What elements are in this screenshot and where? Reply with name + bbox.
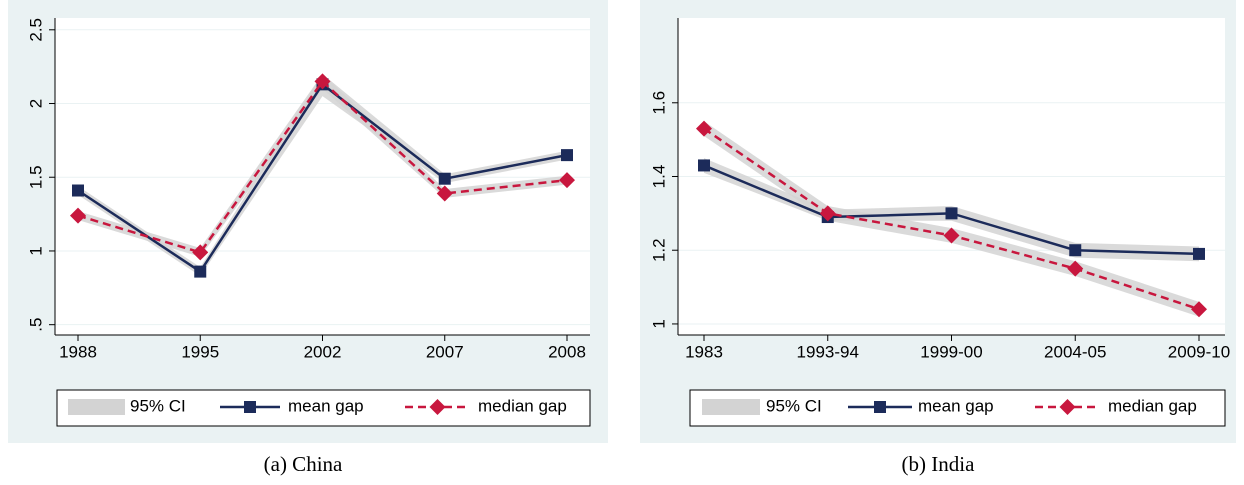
marker-diamond	[192, 244, 209, 261]
marker-diamond	[696, 120, 712, 137]
x-tick-label: 2002	[304, 342, 342, 361]
legend-marker	[1059, 399, 1076, 415]
y-tick-label: 2	[26, 99, 45, 108]
x-tick-label: 1993-94	[797, 342, 859, 361]
y-tick-label: 1.5	[26, 165, 45, 189]
y-tick-label: .5	[26, 318, 45, 332]
legend-box	[689, 389, 1226, 427]
marker-square	[438, 172, 451, 185]
caption: (a) China	[264, 452, 343, 476]
legend-marker	[874, 401, 886, 413]
y-tick-label: 1.4	[649, 165, 668, 189]
marker-diamond	[1191, 301, 1207, 318]
y-tick-label: 1	[26, 246, 45, 255]
x-tick-label: 2007	[426, 342, 464, 361]
x-tick-label: 2009-10	[1168, 342, 1230, 361]
marker-square	[1069, 244, 1082, 257]
legend-label: median gap	[478, 396, 567, 415]
x-tick-label: 2008	[548, 342, 586, 361]
marker-diamond	[436, 185, 453, 202]
y-tick-label: 2.5	[26, 18, 45, 42]
legend-label: mean gap	[288, 396, 364, 415]
marker-square	[561, 149, 573, 162]
legend-label: 95% CI	[766, 396, 822, 415]
x-tick-label: 1983	[685, 342, 723, 361]
marker-diamond	[1067, 260, 1084, 277]
y-tick-label: 1.6	[649, 91, 668, 115]
legend-label: mean gap	[918, 396, 994, 415]
plot-area	[55, 18, 590, 335]
marker-diamond	[314, 73, 331, 90]
caption: (b) India	[902, 452, 976, 476]
marker-diamond	[819, 205, 836, 222]
x-tick-label: 2004-05	[1044, 342, 1106, 361]
marker-diamond	[943, 227, 960, 244]
marker-square	[945, 207, 958, 220]
legend-box	[56, 389, 591, 427]
legend-swatch	[702, 399, 760, 415]
x-tick-label: 1995	[181, 342, 219, 361]
legend-swatch	[68, 399, 125, 415]
y-tick-label: 1.2	[649, 238, 668, 262]
legend-label: median gap	[1108, 396, 1197, 415]
marker-square	[1193, 247, 1205, 260]
x-tick-label: 1999-00	[920, 342, 982, 361]
marker-square	[698, 159, 710, 172]
y-tick-label: 1	[649, 319, 668, 328]
marker-square	[72, 184, 84, 197]
legend-marker	[429, 399, 446, 415]
x-tick-label: 1988	[59, 342, 97, 361]
legend-marker	[244, 401, 256, 413]
legend-label: 95% CI	[130, 396, 186, 415]
series-line	[77, 79, 568, 254]
marker-diamond	[70, 207, 86, 224]
marker-square	[194, 265, 207, 278]
marker-diamond	[559, 172, 575, 189]
